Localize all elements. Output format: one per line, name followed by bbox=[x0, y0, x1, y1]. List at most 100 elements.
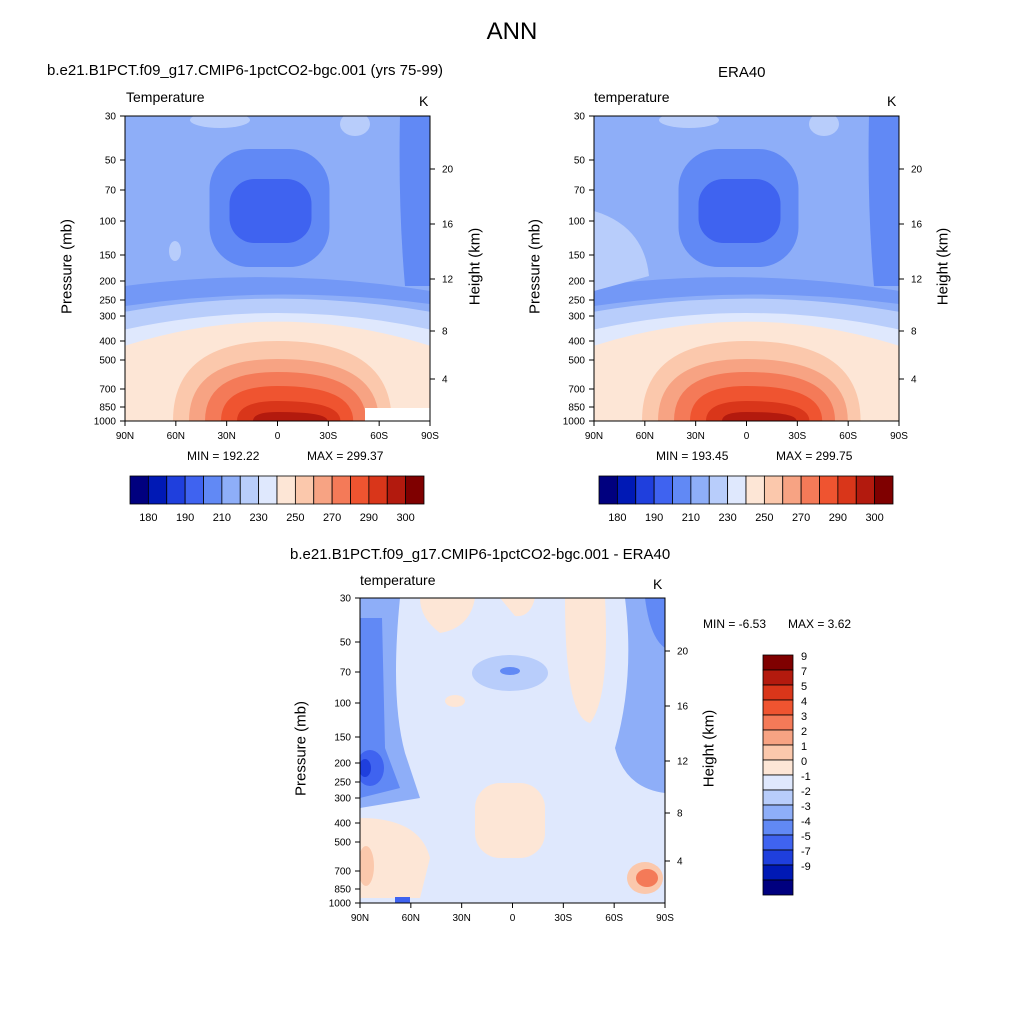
panel3-height-tick-label: 12 bbox=[677, 757, 689, 768]
panel2-colorbar-box bbox=[653, 475, 673, 505]
panel3-colorbar-box bbox=[762, 774, 794, 791]
panel1-colorbar-box bbox=[368, 475, 388, 505]
panel2-title: ERA40 bbox=[718, 64, 766, 81]
panel1-colorbar-label: 210 bbox=[213, 512, 231, 524]
panel2-colorbar-box bbox=[874, 475, 894, 505]
panel1-colorbar-label: 180 bbox=[139, 512, 157, 524]
panel2-ytick-label: 100 bbox=[568, 217, 585, 228]
panel3-xtick-label: 0 bbox=[510, 913, 516, 924]
panel3-colorbar-box bbox=[762, 729, 794, 746]
panel3-colorbar-label: 0 bbox=[801, 756, 807, 768]
panel1-colorbar-box bbox=[129, 475, 149, 505]
contour-band bbox=[125, 277, 430, 306]
panel2-colorbar-label: 210 bbox=[682, 512, 700, 524]
panel2-xtick-label: 60N bbox=[636, 431, 654, 442]
panel3-variable-label: temperature bbox=[360, 572, 436, 588]
panel2-colorbar-label: 270 bbox=[792, 512, 810, 524]
panel2-colorbar-box bbox=[763, 475, 784, 505]
panel3-ytick-label: 50 bbox=[340, 638, 352, 649]
panel1-colorbar-box bbox=[239, 475, 260, 505]
panel3-colorbar-label: 1 bbox=[801, 741, 807, 753]
contour-band bbox=[360, 818, 430, 898]
panel1-colorbar-label: 290 bbox=[360, 512, 378, 524]
contour-band bbox=[399, 116, 430, 286]
panel3-colorbar-box bbox=[762, 744, 794, 761]
panel3-units-label: K bbox=[653, 576, 663, 592]
panel3-ytick-label: 250 bbox=[334, 778, 351, 789]
panel3-ytick-label: 1000 bbox=[329, 899, 352, 910]
panel2-xtick-label: 90S bbox=[890, 431, 908, 442]
contour-band bbox=[445, 695, 465, 707]
contour-band bbox=[722, 412, 797, 421]
panel1-ytick-label: 150 bbox=[99, 251, 116, 262]
panel2-colorbar-label: 290 bbox=[829, 512, 847, 524]
panel2-colorbar-box bbox=[782, 475, 802, 505]
panel1-ytick-label: 250 bbox=[99, 296, 116, 307]
panel3-ytick-label: 400 bbox=[334, 819, 351, 830]
panel2-ytick-label: 30 bbox=[574, 112, 586, 123]
panel3-colorbar-box bbox=[762, 849, 794, 866]
contour-band bbox=[395, 897, 410, 903]
panel3-colorbar-box bbox=[762, 759, 794, 776]
panel2-units-label: K bbox=[887, 93, 897, 109]
panel1-colorbar-box bbox=[350, 475, 370, 505]
panel3-colorbar-label: -3 bbox=[801, 801, 811, 813]
panel3-ytick-label: 500 bbox=[334, 838, 351, 849]
contour-band bbox=[594, 211, 649, 291]
panel3-colorbar-box bbox=[762, 804, 794, 821]
panel1-colorbar-box bbox=[221, 475, 241, 505]
panel2-ytick-label: 150 bbox=[568, 251, 585, 262]
panel2-colorbar-label: 300 bbox=[865, 512, 883, 524]
panel1-ytick-label: 30 bbox=[105, 112, 117, 123]
panel3-height-tick-label: 8 bbox=[677, 809, 683, 820]
panel1-ytick-label: 200 bbox=[99, 277, 116, 288]
panel2-variable-label: temperature bbox=[594, 89, 670, 105]
panel2-xtick-label: 0 bbox=[744, 431, 750, 442]
panel3-height-tick-label: 20 bbox=[677, 647, 689, 658]
panel2-xtick-label: 30S bbox=[788, 431, 806, 442]
panel2-ytick-label: 500 bbox=[568, 356, 585, 367]
panel2-ytick-label: 1000 bbox=[563, 417, 586, 428]
panel2-ytick-label: 300 bbox=[568, 312, 585, 323]
panel1-ytick-label: 50 bbox=[105, 156, 117, 167]
panel2-colorbar-box bbox=[727, 475, 747, 505]
panel1-variable-label: Temperature bbox=[126, 89, 205, 105]
contour-band bbox=[360, 846, 374, 886]
panel1-colorbar-box bbox=[331, 475, 351, 505]
panel3-colorbar-label: -9 bbox=[801, 861, 811, 873]
contour-band bbox=[615, 598, 665, 793]
panel2-colorbar-box bbox=[635, 475, 655, 505]
panel2-colorbar-label: 190 bbox=[645, 512, 663, 524]
panel3-colorbar-box bbox=[762, 819, 794, 836]
panel2-ytick-label: 400 bbox=[568, 337, 585, 348]
contour-band bbox=[340, 116, 370, 136]
panel2-colorbar-box bbox=[690, 475, 710, 505]
panel2-max-label: MAX = 299.75 bbox=[776, 449, 853, 463]
contour-band bbox=[565, 598, 606, 723]
panel1-colorbar-box bbox=[313, 475, 333, 505]
missing-data-region bbox=[365, 408, 430, 421]
panel3-xtick-label: 30S bbox=[554, 913, 572, 924]
panel2-height-tick-label: 20 bbox=[911, 165, 923, 176]
panel2-height-tick-label: 4 bbox=[911, 375, 917, 386]
panel2-colorbar-box bbox=[672, 475, 692, 505]
panel2-ytick-label: 700 bbox=[568, 385, 585, 396]
panel3-ytick-label: 700 bbox=[334, 867, 351, 878]
panel1-min-label: MIN = 192.22 bbox=[187, 449, 260, 463]
panel2-colorbar-label: 250 bbox=[755, 512, 773, 524]
panel2-ylabel-right: Height (km) bbox=[934, 227, 952, 306]
panel3-ytick-label: 150 bbox=[334, 733, 351, 744]
panel1-ytick-label: 700 bbox=[99, 385, 116, 396]
panel3-colorbar-label: -7 bbox=[801, 846, 811, 858]
panel3-colorbar-box bbox=[762, 669, 794, 686]
panel3-xtick-label: 30N bbox=[452, 913, 470, 924]
panel2-colorbar-box bbox=[837, 475, 857, 505]
panel3-max-label: MAX = 3.62 bbox=[788, 617, 852, 631]
contour-band bbox=[169, 241, 181, 261]
panel1-xtick-label: 30S bbox=[319, 431, 337, 442]
panel3-ylabel-right: Height (km) bbox=[700, 709, 718, 788]
panel3-colorbar-box bbox=[762, 654, 794, 671]
panel1-colorbar-box bbox=[147, 475, 168, 505]
panel1-colorbar-box bbox=[386, 475, 407, 505]
panel1-ytick-label: 1000 bbox=[94, 417, 117, 428]
